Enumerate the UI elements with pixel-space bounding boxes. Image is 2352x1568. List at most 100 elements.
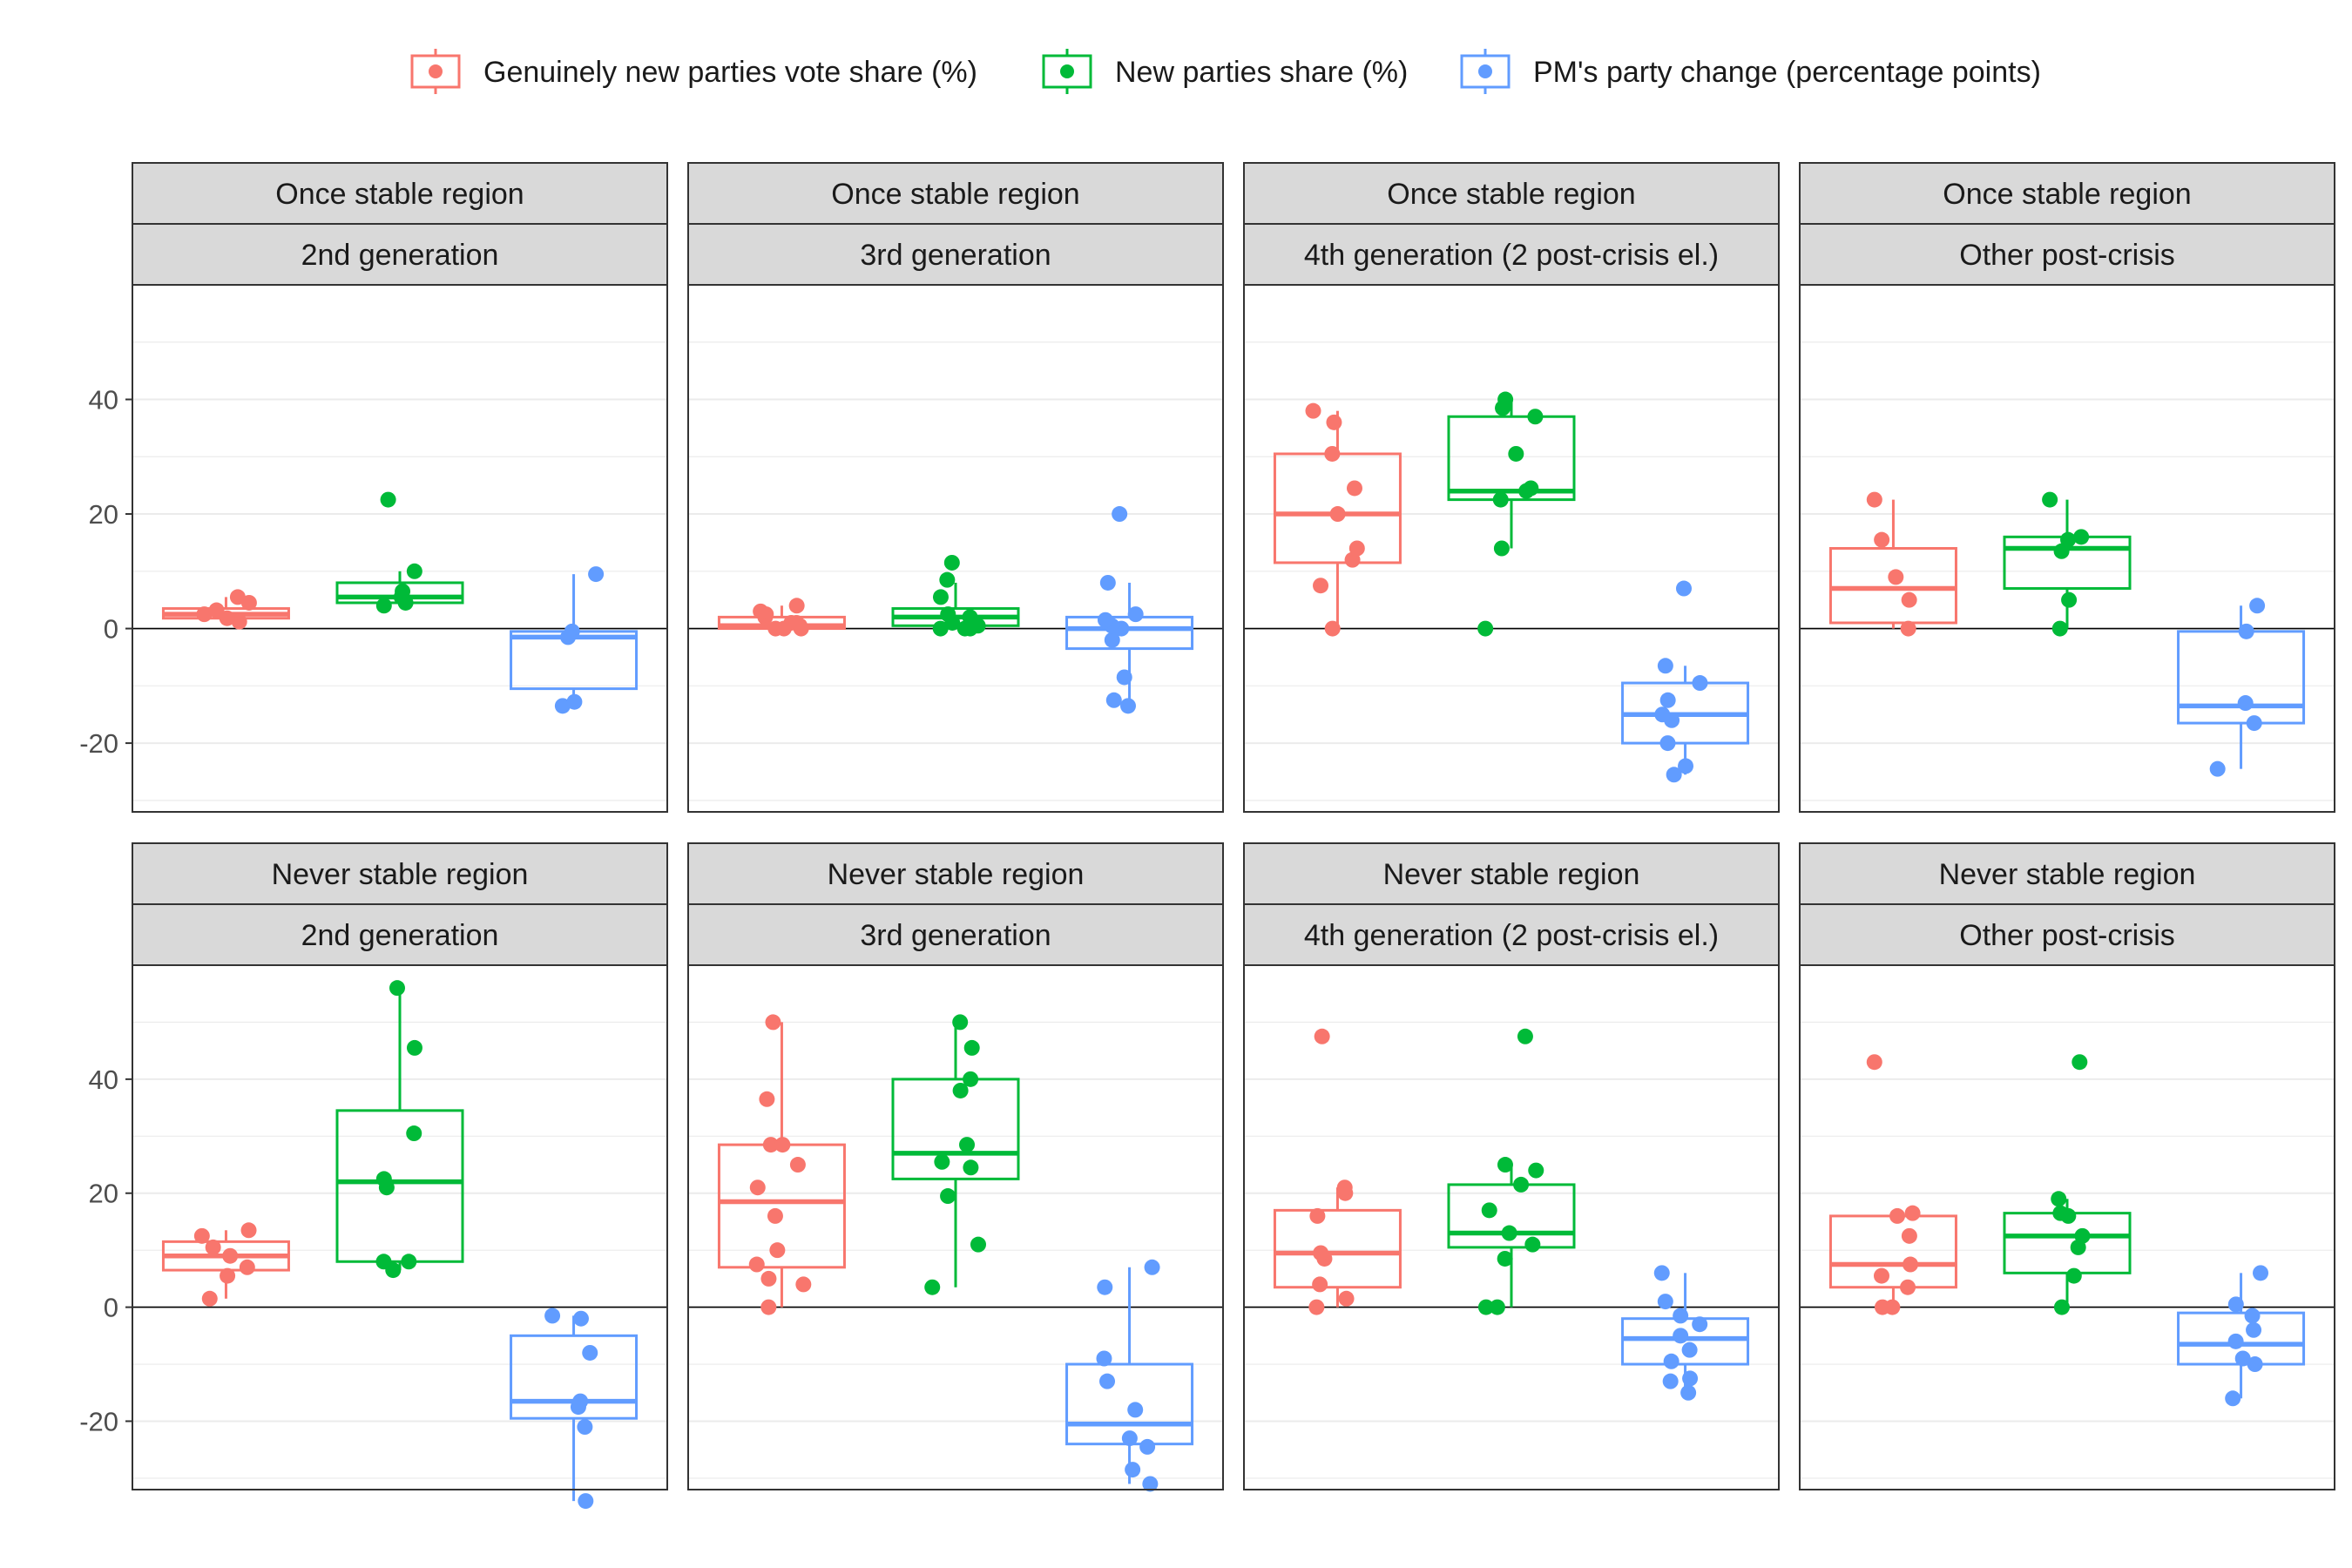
data-point bbox=[1508, 445, 1524, 462]
data-point bbox=[380, 491, 396, 508]
y-tick-label: 20 bbox=[89, 499, 118, 530]
data-point bbox=[963, 1071, 979, 1087]
facet-strip-generation bbox=[1799, 903, 2335, 966]
data-point bbox=[239, 1259, 255, 1275]
data-point bbox=[1901, 1227, 1917, 1244]
facet-label-generation: 2nd generation bbox=[301, 919, 499, 952]
data-point bbox=[952, 1082, 969, 1098]
data-point bbox=[748, 1256, 765, 1273]
data-point bbox=[566, 693, 583, 710]
data-point bbox=[1127, 1402, 1144, 1418]
facet-strip-generation bbox=[687, 223, 1224, 286]
data-point bbox=[1682, 1370, 1699, 1387]
data-point bbox=[208, 602, 225, 618]
boxplot-pm-change bbox=[2177, 598, 2306, 777]
data-point bbox=[1477, 620, 1494, 637]
data-point bbox=[2051, 620, 2068, 637]
data-point bbox=[1481, 1202, 1497, 1219]
facet-label-region: Once stable region bbox=[1943, 178, 2191, 211]
data-point bbox=[1336, 1179, 1353, 1196]
data-point bbox=[1874, 1299, 1890, 1315]
data-point bbox=[1324, 445, 1341, 462]
data-point bbox=[1524, 1236, 1541, 1253]
data-point bbox=[1125, 1462, 1141, 1478]
boxplot-pm-change bbox=[1065, 1259, 1194, 1492]
data-point bbox=[940, 1188, 956, 1205]
data-point bbox=[1659, 735, 1676, 752]
boxplot-new-parties bbox=[335, 491, 464, 614]
data-point bbox=[1527, 409, 1544, 425]
data-point bbox=[934, 1153, 950, 1170]
panel-border bbox=[132, 284, 668, 813]
data-point bbox=[1873, 1267, 1889, 1284]
facet-strip-region bbox=[1243, 842, 1780, 905]
data-point bbox=[1654, 706, 1671, 723]
data-point bbox=[1657, 658, 1673, 674]
facet-panel: Never stable region 3rd generation bbox=[687, 842, 1224, 1492]
data-point bbox=[1324, 620, 1341, 637]
data-point bbox=[389, 980, 405, 997]
data-point bbox=[564, 623, 580, 639]
facet-label-region: Once stable region bbox=[1387, 178, 1635, 211]
facet-label-generation: Other post-crisis bbox=[1959, 239, 2175, 272]
boxplot-genuinely-new bbox=[1273, 1028, 1402, 1315]
panel-background bbox=[688, 285, 1223, 812]
data-point bbox=[1866, 491, 1882, 508]
data-point bbox=[2227, 1296, 2244, 1313]
data-point bbox=[1120, 698, 1137, 714]
data-point bbox=[1305, 402, 1321, 419]
legend-label: Genuinely new parties vote share (%) bbox=[483, 56, 977, 89]
data-point bbox=[788, 598, 805, 614]
facet-label-region: Never stable region bbox=[828, 858, 1085, 891]
panel-border bbox=[687, 964, 1224, 1490]
facet-strip-region bbox=[1243, 162, 1780, 225]
facet-panel: Never stable region 4th generation (2 pos… bbox=[1243, 842, 1780, 1490]
data-point bbox=[924, 1279, 941, 1295]
facet-panel: Once stable region 3rd generation bbox=[687, 162, 1224, 813]
box bbox=[1828, 547, 1957, 625]
data-point bbox=[2053, 1299, 2070, 1315]
facet-label-region: Never stable region bbox=[1939, 858, 2196, 891]
legend-entry-pm-change: PM's party change (percentage points) bbox=[1460, 49, 2041, 94]
data-point bbox=[1663, 1353, 1680, 1369]
legend: Genuinely new parties vote share (%) New … bbox=[410, 49, 2041, 94]
data-point bbox=[1144, 1259, 1160, 1275]
facet-label-generation: 3rd generation bbox=[860, 919, 1051, 952]
data-point bbox=[767, 1207, 783, 1224]
data-point bbox=[760, 1299, 777, 1315]
data-point bbox=[1900, 620, 1916, 637]
boxplot-new-parties bbox=[2003, 1054, 2132, 1315]
facet-strip-region bbox=[1799, 842, 2335, 905]
legend-entry-genuinely-new: Genuinely new parties vote share (%) bbox=[410, 49, 977, 94]
facet-panel: Never stable region 2nd generation -20 0 20 4… bbox=[79, 842, 668, 1510]
facet-label-generation: 4th generation (2 post-crisis el.) bbox=[1304, 239, 1719, 272]
data-point bbox=[1889, 1207, 1906, 1224]
boxplot-new-parties bbox=[1447, 391, 1576, 637]
data-point bbox=[1866, 1054, 1882, 1071]
y-tick-label: -20 bbox=[79, 728, 118, 759]
data-point bbox=[2051, 1191, 2067, 1207]
panel-border bbox=[1799, 284, 2335, 813]
data-point bbox=[2053, 543, 2070, 559]
boxplot-new-parties bbox=[891, 554, 1020, 637]
facet-strip-region bbox=[687, 842, 1224, 905]
data-point bbox=[588, 566, 605, 583]
data-point bbox=[1528, 1162, 1544, 1179]
data-point bbox=[1874, 531, 1890, 548]
data-point bbox=[1116, 669, 1132, 686]
data-point bbox=[2074, 1227, 2091, 1244]
facet-strip-generation bbox=[1799, 223, 2335, 286]
data-point bbox=[572, 1393, 589, 1409]
data-point bbox=[1348, 540, 1365, 557]
data-point bbox=[196, 606, 213, 623]
data-point bbox=[760, 1270, 777, 1287]
data-point bbox=[2060, 531, 2077, 548]
data-point bbox=[1097, 612, 1113, 628]
data-point bbox=[1903, 1256, 1919, 1273]
data-point bbox=[2249, 598, 2266, 614]
box bbox=[1447, 415, 1576, 502]
data-point bbox=[2042, 491, 2058, 508]
data-point bbox=[1099, 574, 1116, 591]
data-point bbox=[1314, 1028, 1330, 1044]
facet-label-region: Never stable region bbox=[272, 858, 529, 891]
